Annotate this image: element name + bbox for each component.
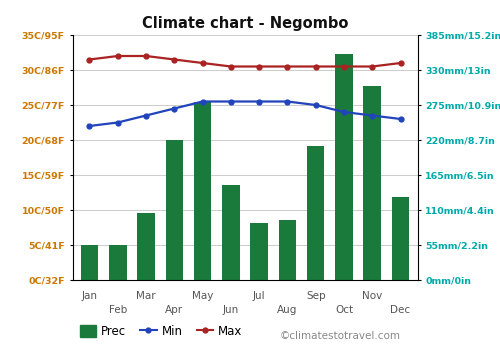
Text: Aug: Aug <box>277 305 297 315</box>
Text: Feb: Feb <box>108 305 127 315</box>
Text: Jul: Jul <box>253 291 266 301</box>
Text: Jun: Jun <box>222 305 239 315</box>
Text: May: May <box>192 291 214 301</box>
Bar <box>166 140 183 280</box>
Text: Apr: Apr <box>165 305 184 315</box>
Bar <box>109 245 126 280</box>
Bar <box>364 86 381 280</box>
Text: Dec: Dec <box>390 305 410 315</box>
Text: Sep: Sep <box>306 291 326 301</box>
Text: Nov: Nov <box>362 291 382 301</box>
Bar <box>80 245 98 280</box>
Bar <box>335 54 352 280</box>
Legend: Prec, Min, Max: Prec, Min, Max <box>75 320 247 343</box>
Bar <box>138 213 155 280</box>
Bar <box>194 102 212 280</box>
Text: Jan: Jan <box>82 291 98 301</box>
Bar <box>307 146 324 280</box>
Text: Oct: Oct <box>335 305 353 315</box>
Bar <box>392 197 409 280</box>
Text: ©climatestotravel.com: ©climatestotravel.com <box>280 331 401 341</box>
Title: Climate chart - Negombo: Climate chart - Negombo <box>142 16 348 31</box>
Bar <box>222 184 240 280</box>
Bar <box>250 223 268 280</box>
Text: Mar: Mar <box>136 291 156 301</box>
Bar <box>278 219 296 280</box>
